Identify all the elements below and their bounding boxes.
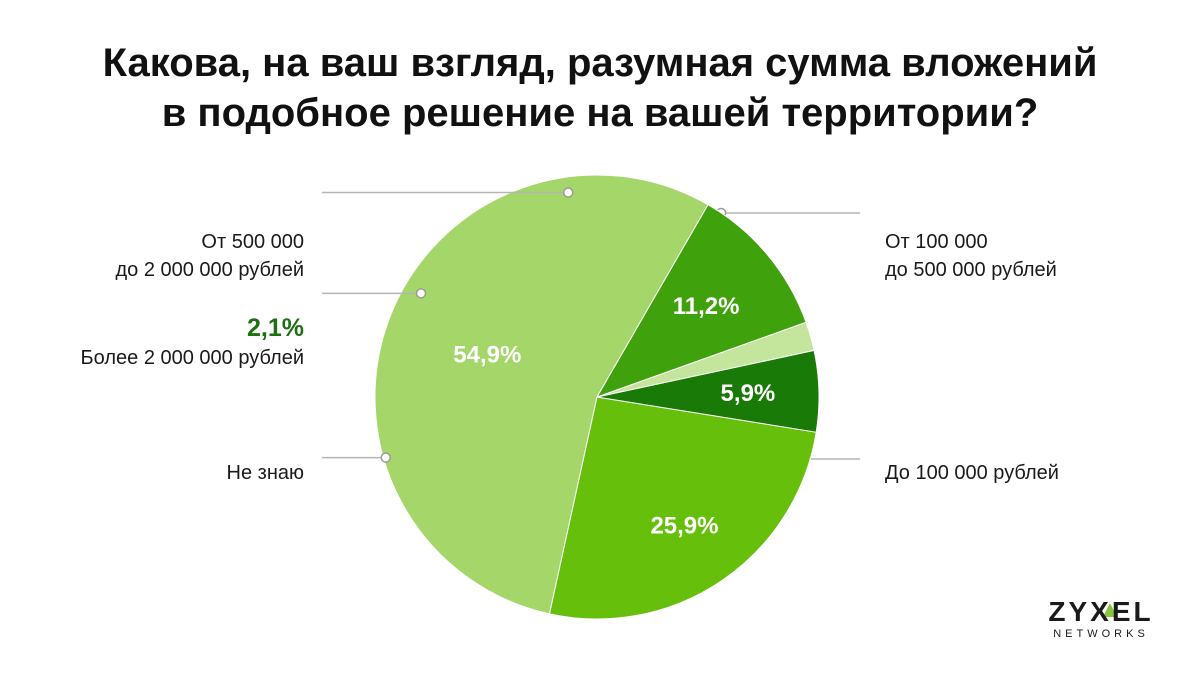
pie-slice-s259 — [548, 396, 817, 620]
callout-label-s549: До 100 000 рублей — [885, 459, 1059, 487]
callout-line: до 500 000 рублей — [885, 259, 1057, 281]
callout-line: От 100 000 — [885, 231, 988, 253]
callout-label-s259: От 100 000 до 500 000 рублей — [885, 228, 1057, 284]
callout-line: От 500 000 — [201, 231, 304, 253]
slice-value-label-s21: 2,1% — [247, 314, 304, 342]
callout-line: До 100 000 рублей — [885, 462, 1059, 484]
callout-marker-s112 — [380, 452, 391, 463]
logo-brand: ZYXEL — [1048, 596, 1154, 627]
callout-marker-s21 — [415, 288, 427, 299]
callout-label-s59: От 500 000 до 2 000 000 рублей — [115, 228, 304, 284]
callout-line: до 2 000 000 рублей — [115, 259, 304, 281]
callout-marker-s59 — [563, 187, 574, 198]
callout-label-s112: Не знаю — [227, 459, 304, 487]
callout-line: Не знаю — [226, 462, 304, 484]
pie-slice-s112 — [595, 204, 807, 398]
callout-label-s21: 2,1% Более 2 000 000 рублей — [81, 312, 304, 372]
slice-value-label-s549: 54,9% — [453, 341, 521, 368]
zyxel-logo: ZYXEL NETWORKS — [1048, 597, 1154, 641]
slice-value-label-s59: 5,9% — [721, 380, 776, 407]
chart-title: Какова, на ваш взгляд, разумная сумма вл… — [0, 38, 1200, 138]
chart-title-line-2: в подобное решение на вашей территории? — [161, 91, 1039, 135]
logo-accent-icon — [1103, 603, 1117, 617]
chart-title-line-1: Какова, на ваш взгляд, разумная сумма вл… — [102, 41, 1098, 85]
slice-value-label-s259: 25,9% — [650, 512, 718, 539]
callout-line: Более 2 000 000 рублей — [80, 347, 304, 369]
pie-slice-s549 — [374, 174, 709, 615]
logo-sub: NETWORKS — [1053, 628, 1149, 640]
slice-value-label-s112: 11,2% — [673, 293, 740, 320]
